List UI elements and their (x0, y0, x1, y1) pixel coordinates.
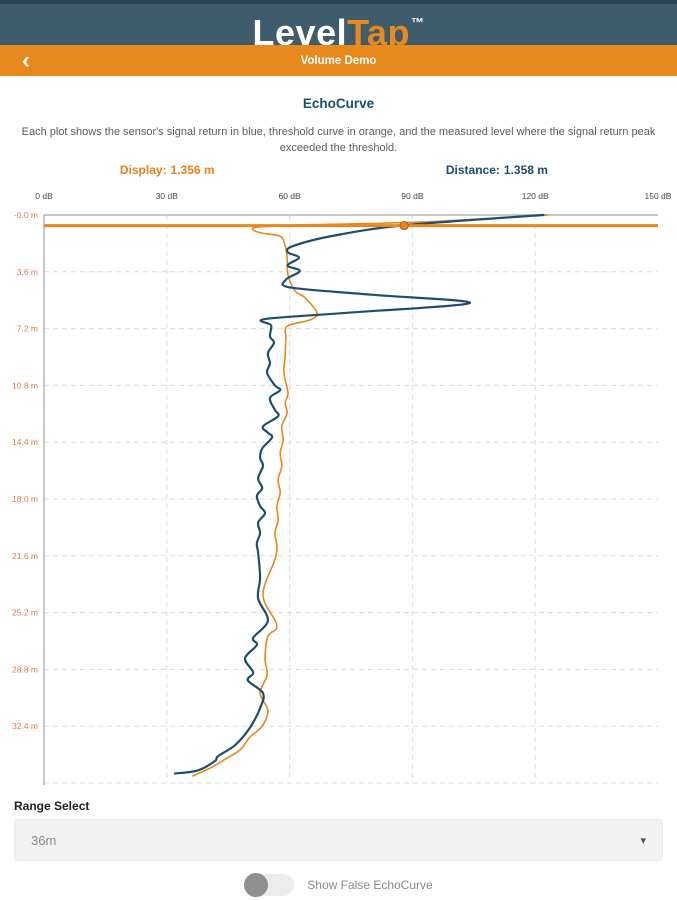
display-label: Display: (119, 163, 167, 177)
threshold-curve (192, 214, 549, 777)
y-tick-label: 18.0 m (12, 494, 38, 504)
y-tick-label: 14.4 m (12, 437, 38, 447)
signal-return-curve (173, 213, 545, 775)
back-button[interactable]: ‹ (12, 45, 40, 76)
distance-label: Distance: (445, 163, 500, 177)
measured-level-marker (399, 220, 409, 231)
y-tick-label: 25.2 m (12, 608, 38, 618)
y-tick-label: 7.2 m (17, 324, 38, 334)
range-select-label: Range Select (14, 799, 90, 813)
range-select-dropdown[interactable]: 36m ▾ (14, 819, 663, 861)
y-tick-label: 28.8 m (12, 664, 38, 674)
y-tick-label: 10.8 m (12, 380, 38, 390)
back-chevron-icon: ‹ (22, 46, 30, 74)
y-tick-label: 3.6 m (17, 267, 38, 277)
x-tick-label: 60 dB (278, 191, 301, 201)
status-bar (0, 0, 677, 4)
switch-knob (244, 873, 269, 897)
x-tick-label: 150 dB (645, 191, 672, 201)
toggle-label: Show False EchoCurve (307, 878, 433, 892)
screen-title: Volume Demo (300, 54, 377, 67)
y-tick-label: 32.4 m (12, 721, 38, 731)
main-content: EchoCurve Each plot shows the sensor's s… (0, 96, 677, 897)
trademark-symbol: ™ (410, 15, 425, 30)
title-bar: ‹ Volume Demo (0, 45, 677, 76)
display-value: 1.356 m (170, 163, 215, 177)
x-tick-label: 120 dB (522, 191, 549, 201)
chart-description: Each plot shows the sensor's signal retu… (21, 126, 656, 154)
y-tick-label: -0.0 m (14, 210, 38, 220)
display-readout: Display: 1.356 m (120, 163, 215, 177)
measurement-readouts: Display: 1.356 m Distance: 1.358 m (0, 163, 677, 180)
x-tick-label: 0 dB (35, 191, 53, 201)
show-false-echocurve-switch[interactable] (244, 873, 295, 897)
distance-value: 1.358 m (503, 163, 548, 177)
false-echocurve-toggle-row: Show False EchoCurve (0, 873, 677, 897)
distance-readout: Distance: 1.358 m (446, 163, 548, 177)
echo-curve-chart: 0 dB 30 dB 60 dB 90 dB 120 dB 150 dB -0.0 m 3.6… (12, 191, 672, 785)
range-select-value: 36m (31, 832, 57, 848)
app-header: LevelTap™ (0, 0, 677, 52)
x-tick-label: 30 dB (156, 191, 179, 201)
x-tick-label: 90 dB (401, 191, 424, 201)
dropdown-caret-icon: ▾ (640, 834, 646, 847)
y-tick-label: 21.6 m (12, 551, 38, 561)
page-title: EchoCurve (302, 96, 375, 111)
